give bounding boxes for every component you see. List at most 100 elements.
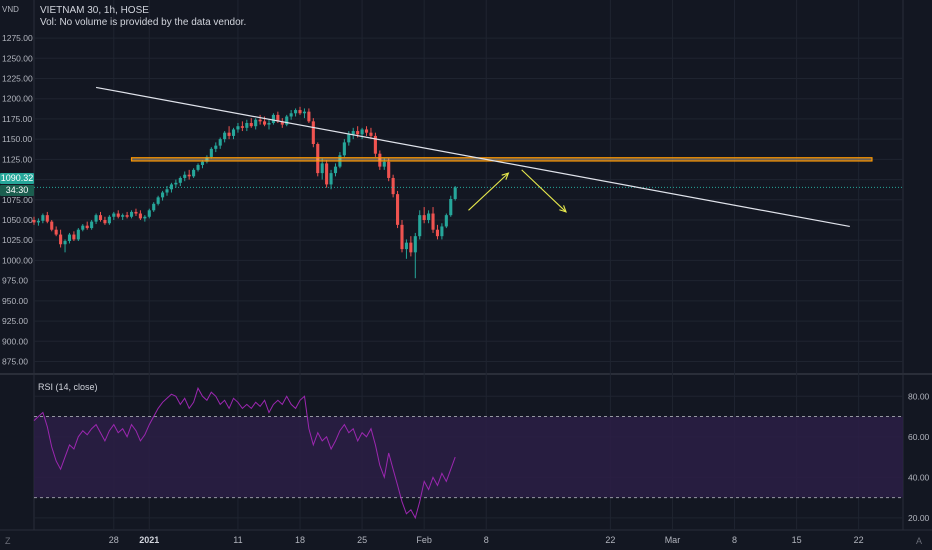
last-price-tag: 1090.32 bbox=[0, 173, 34, 184]
arrow-up-head bbox=[501, 172, 510, 180]
price-tick-label: 925.00 bbox=[2, 316, 28, 326]
rsi-band-fill bbox=[34, 416, 903, 498]
candle-body bbox=[236, 126, 240, 130]
candle-body bbox=[138, 213, 142, 219]
candle-body bbox=[174, 182, 178, 185]
rsi-tick-label: 80.00 bbox=[908, 391, 930, 401]
price-tick-label: 975.00 bbox=[2, 276, 28, 286]
candle-body bbox=[187, 174, 191, 177]
candle-body bbox=[329, 173, 333, 185]
x-tick-label: Mar bbox=[665, 535, 681, 545]
candle-body bbox=[453, 187, 457, 199]
candle-body bbox=[67, 234, 72, 242]
candle-body bbox=[418, 215, 422, 237]
candle-body bbox=[54, 229, 58, 235]
candle-body bbox=[178, 177, 182, 183]
candle-body bbox=[431, 213, 435, 230]
candle-body bbox=[147, 210, 151, 217]
price-tick-label: 1275.00 bbox=[2, 33, 33, 43]
candle-body bbox=[364, 129, 369, 133]
candle-body bbox=[76, 229, 80, 240]
candle-body bbox=[223, 132, 227, 140]
rsi-tick-label: 20.00 bbox=[908, 513, 930, 523]
candle-body bbox=[192, 169, 196, 177]
candle-body bbox=[333, 166, 338, 174]
candle-body bbox=[382, 161, 386, 167]
candle-body bbox=[396, 194, 400, 225]
candle-body bbox=[169, 184, 173, 190]
symbol-title[interactable]: VIETNAM 30, 1h, HOSE bbox=[40, 5, 149, 16]
timezone-button[interactable]: Z bbox=[5, 536, 11, 546]
candle-body bbox=[116, 213, 120, 217]
candle-body bbox=[41, 215, 45, 221]
candle-body bbox=[134, 211, 138, 214]
candle-body bbox=[449, 198, 453, 216]
candle-body bbox=[391, 177, 395, 195]
rsi-line bbox=[33, 386, 456, 520]
candle-body bbox=[422, 215, 426, 220]
arrow-up-shaft bbox=[468, 172, 509, 211]
candle-body bbox=[36, 220, 40, 223]
candle-body bbox=[107, 216, 111, 224]
arrow-down-head bbox=[559, 205, 567, 213]
candle-body bbox=[400, 224, 404, 250]
price-tick-label: 1250.00 bbox=[2, 53, 33, 63]
rsi-legend[interactable]: RSI (14, close) bbox=[38, 381, 98, 393]
candle-body bbox=[435, 229, 440, 237]
candle-body bbox=[125, 215, 129, 217]
candle-body bbox=[271, 114, 275, 123]
candle-body bbox=[254, 119, 258, 127]
price-tick-label: 1200.00 bbox=[2, 94, 33, 104]
candle-body bbox=[356, 131, 360, 135]
candle-body bbox=[240, 126, 244, 128]
price-tick-label: 900.00 bbox=[2, 336, 28, 346]
auto-scale-button[interactable]: A bbox=[916, 536, 923, 546]
candle-body bbox=[218, 139, 222, 146]
candle-body bbox=[347, 134, 351, 143]
candle-body bbox=[342, 142, 346, 156]
price-tick-label: 1150.00 bbox=[2, 134, 32, 144]
candle-body bbox=[129, 211, 134, 217]
x-tick-label: 15 bbox=[792, 535, 802, 545]
arrow-down-shaft bbox=[521, 169, 567, 213]
currency-label: VND bbox=[2, 5, 19, 14]
candle-body bbox=[302, 111, 307, 114]
candle-body bbox=[378, 153, 382, 167]
rsi-tick-label: 40.00 bbox=[908, 472, 930, 482]
x-tick-label: 8 bbox=[484, 535, 489, 545]
candle-body bbox=[45, 215, 49, 222]
candle-body bbox=[227, 132, 231, 136]
candle-body bbox=[112, 213, 116, 217]
candle-body bbox=[209, 148, 213, 157]
candle-body bbox=[143, 216, 147, 219]
candle-body bbox=[267, 122, 271, 125]
candle-body bbox=[413, 236, 417, 253]
candle-body bbox=[152, 203, 156, 211]
candle-body bbox=[404, 242, 408, 250]
candle-body bbox=[50, 221, 54, 230]
candle-body bbox=[351, 131, 355, 135]
candle-body bbox=[72, 234, 76, 240]
candle-body bbox=[85, 225, 89, 229]
candle-body bbox=[81, 225, 85, 230]
candle-body bbox=[90, 221, 94, 229]
candle-body bbox=[298, 110, 302, 114]
candle-body bbox=[311, 121, 315, 144]
price-tick-label: 1050.00 bbox=[2, 215, 33, 225]
price-tick-label: 1025.00 bbox=[2, 235, 33, 245]
price-tick-label: 1000.00 bbox=[2, 255, 33, 265]
candle-body bbox=[63, 241, 67, 245]
price-tick-label: 1225.00 bbox=[2, 74, 33, 84]
x-tick-label: 22 bbox=[854, 535, 864, 545]
candle-body bbox=[231, 129, 236, 136]
price-tick-label: 1125.00 bbox=[2, 154, 32, 164]
candle-body bbox=[444, 215, 448, 227]
candle-body bbox=[205, 156, 209, 162]
candle-body bbox=[307, 111, 311, 122]
chart-legend: VIETNAM 30, 1h, HOSE Vol: No volume is p… bbox=[40, 5, 246, 29]
candle-body bbox=[258, 119, 262, 122]
x-tick-label: 25 bbox=[357, 535, 367, 545]
candle-body bbox=[369, 132, 373, 136]
candle-body bbox=[94, 215, 98, 222]
